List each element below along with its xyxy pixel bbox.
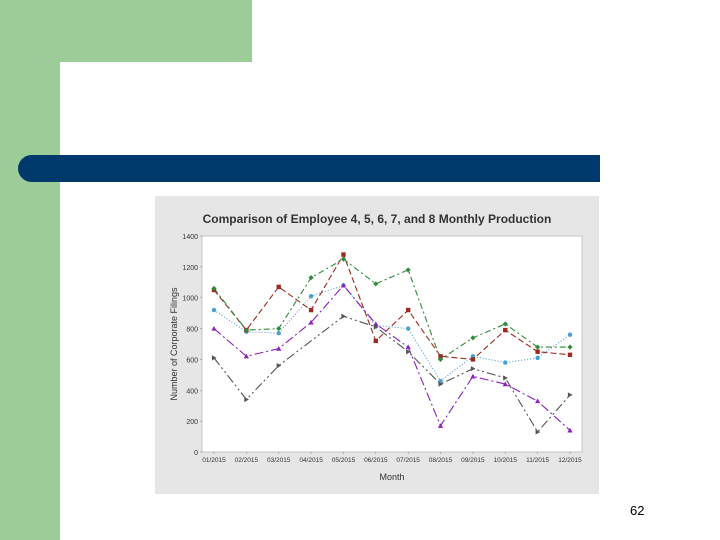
data-point [502, 381, 508, 387]
data-point [438, 381, 444, 387]
content-corner [60, 62, 120, 122]
x-tick-label: 07/2015 [396, 457, 420, 464]
y-tick-label: 200 [186, 419, 198, 426]
data-point [211, 285, 217, 292]
data-point [437, 423, 444, 428]
x-tick-label: 06/2015 [364, 457, 388, 464]
data-point [405, 344, 411, 350]
data-point [406, 349, 411, 355]
data-point [373, 324, 379, 330]
x-tick-label: 04/2015 [299, 457, 323, 464]
y-tick-label: 600 [186, 357, 198, 364]
data-point [341, 252, 346, 257]
data-point [567, 352, 573, 357]
page-number: 62 [630, 503, 645, 518]
data-point [470, 366, 476, 372]
data-point [308, 319, 314, 325]
x-tick-label: 03/2015 [267, 457, 291, 464]
x-tick-label: 02/2015 [235, 457, 259, 464]
data-point [535, 398, 541, 404]
data-point [567, 392, 573, 398]
data-point [405, 267, 411, 273]
data-point [405, 307, 411, 313]
data-point [211, 307, 217, 313]
x-axis-label: Month [379, 472, 404, 482]
y-tick-label: 1000 [182, 296, 198, 303]
data-point [308, 307, 314, 313]
plot-area [201, 235, 583, 453]
data-point [373, 281, 379, 287]
x-tick-label: 05/2015 [332, 457, 356, 464]
data-point [211, 355, 217, 361]
sidebar-accent-left [0, 0, 60, 540]
data-point [503, 360, 508, 365]
y-axis-label: Number of Corporate Filings [169, 287, 179, 401]
y-tick-label: 0 [194, 450, 198, 457]
data-point [470, 373, 476, 379]
chart-title: Comparison of Employee 4, 5, 6, 7, and 8… [203, 212, 552, 226]
data-point [567, 332, 573, 337]
data-point [470, 357, 476, 362]
y-tick-label: 800 [186, 327, 198, 334]
x-tick-label: 11/2015 [526, 457, 549, 464]
y-tick-label: 400 [186, 388, 198, 395]
data-point [373, 338, 379, 344]
x-tick-label: 12/2015 [558, 457, 582, 464]
data-point [340, 282, 347, 288]
y-axis-ticks: 0 200 400 600 800 1000 1200 1400 [182, 234, 202, 457]
x-tick-label: 01/2015 [202, 457, 226, 464]
data-point [276, 331, 281, 336]
data-point [502, 321, 508, 327]
series-line-3 [213, 258, 570, 361]
x-axis-ticks: 01/2015 02/2015 03/2015 04/2015 05/2015 06/20… [202, 452, 582, 464]
x-tick-label: 10/2015 [494, 457, 518, 464]
data-point [503, 327, 508, 333]
data-point [405, 326, 411, 331]
data-point [438, 354, 443, 359]
series-line-4 [213, 284, 571, 431]
data-point [308, 293, 314, 299]
x-tick-label: 09/2015 [461, 457, 485, 464]
data-point [341, 313, 347, 319]
data-point [211, 325, 217, 331]
data-point [276, 363, 282, 369]
data-point [243, 353, 249, 359]
chart-panel: Comparison of Employee 4, 5, 6, 7, and 8… [155, 196, 599, 494]
data-point [535, 429, 541, 435]
line-chart: Comparison of Employee 4, 5, 6, 7, and 8… [169, 212, 583, 482]
slide-title-bar [18, 155, 600, 182]
y-tick-label: 1200 [182, 265, 198, 272]
data-point [535, 349, 540, 354]
x-tick-label: 08/2015 [429, 457, 453, 464]
data-point [535, 355, 540, 361]
data-point [567, 427, 573, 433]
data-point [276, 346, 282, 351]
series-line-1 [213, 284, 571, 382]
data-point [244, 396, 249, 403]
y-tick-label: 1400 [182, 234, 198, 241]
data-point [503, 375, 508, 381]
data-point [373, 321, 379, 327]
data-point [276, 284, 281, 290]
series-line-2 [213, 253, 571, 360]
data-point [470, 335, 476, 341]
